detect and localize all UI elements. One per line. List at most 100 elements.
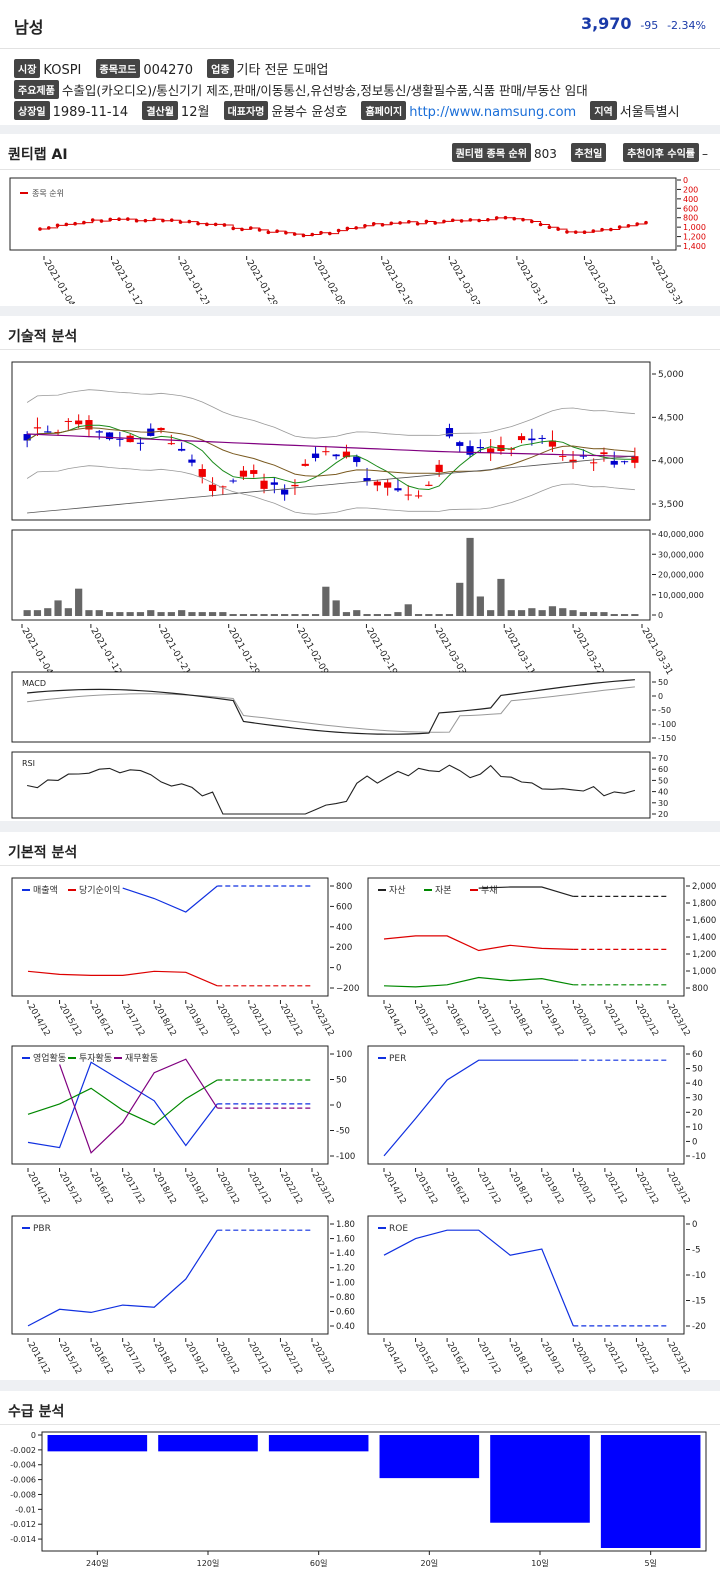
rank-point <box>433 221 438 225</box>
tech-date-label: 2021-01-04 <box>19 627 54 678</box>
candle-body <box>219 486 227 488</box>
tech-date-label: 2021-03-22 <box>571 627 606 677</box>
rank-point <box>398 221 402 225</box>
rank-point <box>486 217 490 222</box>
fund-year-label: 2017/12 <box>476 1003 502 1039</box>
candle-body <box>105 432 114 440</box>
rank-point <box>582 230 587 235</box>
rec-return-tag: 추천이후 수익률 <box>623 143 699 162</box>
fund-year-label: 2017/12 <box>476 1171 502 1207</box>
price-box: 3,970 -95 -2.34% <box>581 14 706 33</box>
candle-body <box>198 469 206 477</box>
fund-y-label-c4: -10 <box>692 1152 706 1162</box>
fund-year-label: 2017/12 <box>120 1341 146 1377</box>
volume-bar <box>517 610 526 616</box>
fund-y-label-c2: 2,000 <box>692 882 716 892</box>
rank-point <box>205 222 209 227</box>
supply-bar <box>158 1435 258 1452</box>
rank-point <box>538 222 543 227</box>
volume-y-label: 30,000,000 <box>658 550 704 559</box>
fund-plot-frame-c6 <box>367 1215 685 1335</box>
bollinger-upper <box>26 389 635 439</box>
macd-y-label: 50 <box>658 678 668 687</box>
volume-bar <box>291 614 299 616</box>
fund-y-label-c6: -15 <box>692 1297 706 1307</box>
candle-body <box>590 462 598 464</box>
fund-y-label-c2: 1,000 <box>692 967 716 977</box>
supply-y-label: -0.014 <box>10 1535 36 1544</box>
fund-series-c2 <box>478 886 574 897</box>
products-value: 수출입(카오디오)/통신기기 제조,판매/이동통신,유선방송,정보통신/생활필수… <box>61 83 588 98</box>
volume-bar <box>322 586 330 616</box>
volume-bar <box>301 614 309 616</box>
fund-y-label-c2: 1,400 <box>692 933 716 943</box>
legend-label: PER <box>389 1054 406 1064</box>
tech-date-label: 2021-01-12 <box>88 627 123 677</box>
fund-year-label: 2020/12 <box>215 1003 241 1039</box>
homepage-link[interactable]: http://www.namsung.com <box>409 105 577 120</box>
rank-value: 803 <box>533 147 557 161</box>
supply-chart: 0 -0.002 -0.004 -0.006 -0.008 -0.01 -0.012 -0.0… <box>10 1431 707 1568</box>
candle-body <box>23 434 31 441</box>
volume-bar <box>260 614 268 616</box>
macd-y-label: -150 <box>658 734 676 743</box>
volume-bar <box>270 614 278 616</box>
volume-bar <box>590 612 598 616</box>
rank-point <box>143 218 148 223</box>
volume-bar <box>466 537 474 616</box>
macd-line <box>27 679 635 735</box>
rank-date-label: 2021-03-31 <box>649 259 684 305</box>
candle-body <box>178 448 186 451</box>
candle-body <box>548 440 557 447</box>
fund-year-label: 2021/12 <box>246 1003 272 1039</box>
volume-bar <box>281 614 289 616</box>
quant-section: 퀀티랩 AI 퀀티랩 종목 순위 803 추천일 추천이후 수익률 – 종목 순위 0… <box>0 134 720 306</box>
candle-body <box>208 484 217 491</box>
tech-date-label: 2021-03-31 <box>639 627 674 677</box>
supply-x-label: 10일 <box>531 1559 549 1568</box>
candle-body <box>281 489 289 495</box>
rank-y-label: 600 <box>683 204 698 213</box>
fund-year-label: 2020/12 <box>215 1341 241 1377</box>
fund-year-label: 2023/12 <box>665 1171 691 1207</box>
candle-body <box>229 480 237 482</box>
legend-label: 매출액 <box>33 884 58 896</box>
tech-date-label: 2021-02-19 <box>364 627 399 678</box>
rank-point <box>617 225 622 229</box>
info-row-2: 주요제품 수출입(카오디오)/통신기기 제조,판매/이동통신,유선방송,정보통신/… <box>14 80 588 99</box>
candle-body <box>188 459 196 463</box>
rank-point <box>328 231 332 236</box>
fund-y-label-c2: 1,600 <box>692 916 716 926</box>
rank-point <box>354 226 358 230</box>
fund-year-label: 2023/12 <box>309 1003 335 1039</box>
volume-bar <box>487 610 495 616</box>
candle-body <box>301 463 309 466</box>
volume-y-label: 0 <box>658 611 663 620</box>
volume-bar <box>54 600 62 616</box>
volume-bar <box>126 612 134 616</box>
ma20-line <box>26 427 635 477</box>
fund-year-label: 2017/12 <box>476 1341 502 1377</box>
fund-year-label: 2014/12 <box>381 1341 407 1377</box>
fund-year-label: 2017/12 <box>120 1003 146 1039</box>
candle-body <box>466 446 474 455</box>
rank-date-label: 2021-01-21 <box>177 259 212 305</box>
fund-year-label: 2020/12 <box>215 1171 241 1207</box>
candle-body <box>569 459 577 463</box>
fund-plot-frame-c4 <box>367 1045 685 1165</box>
volume-bar <box>116 612 124 616</box>
rank-point <box>530 219 534 224</box>
fund-year-label: 2015/12 <box>413 1341 439 1377</box>
rank-point <box>547 225 552 230</box>
candle-body <box>64 420 72 422</box>
fund-series-c1 <box>27 970 218 987</box>
fund-year-label: 2016/12 <box>445 1171 471 1207</box>
supply-bar <box>268 1435 369 1452</box>
candle-body <box>116 438 124 440</box>
volume-bar <box>353 610 361 616</box>
fund-year-label: 2015/12 <box>57 1341 83 1377</box>
tech-date-label: 2021-03-11 <box>502 627 537 677</box>
rank-point <box>38 227 42 231</box>
rec-return-value: – <box>702 147 708 161</box>
